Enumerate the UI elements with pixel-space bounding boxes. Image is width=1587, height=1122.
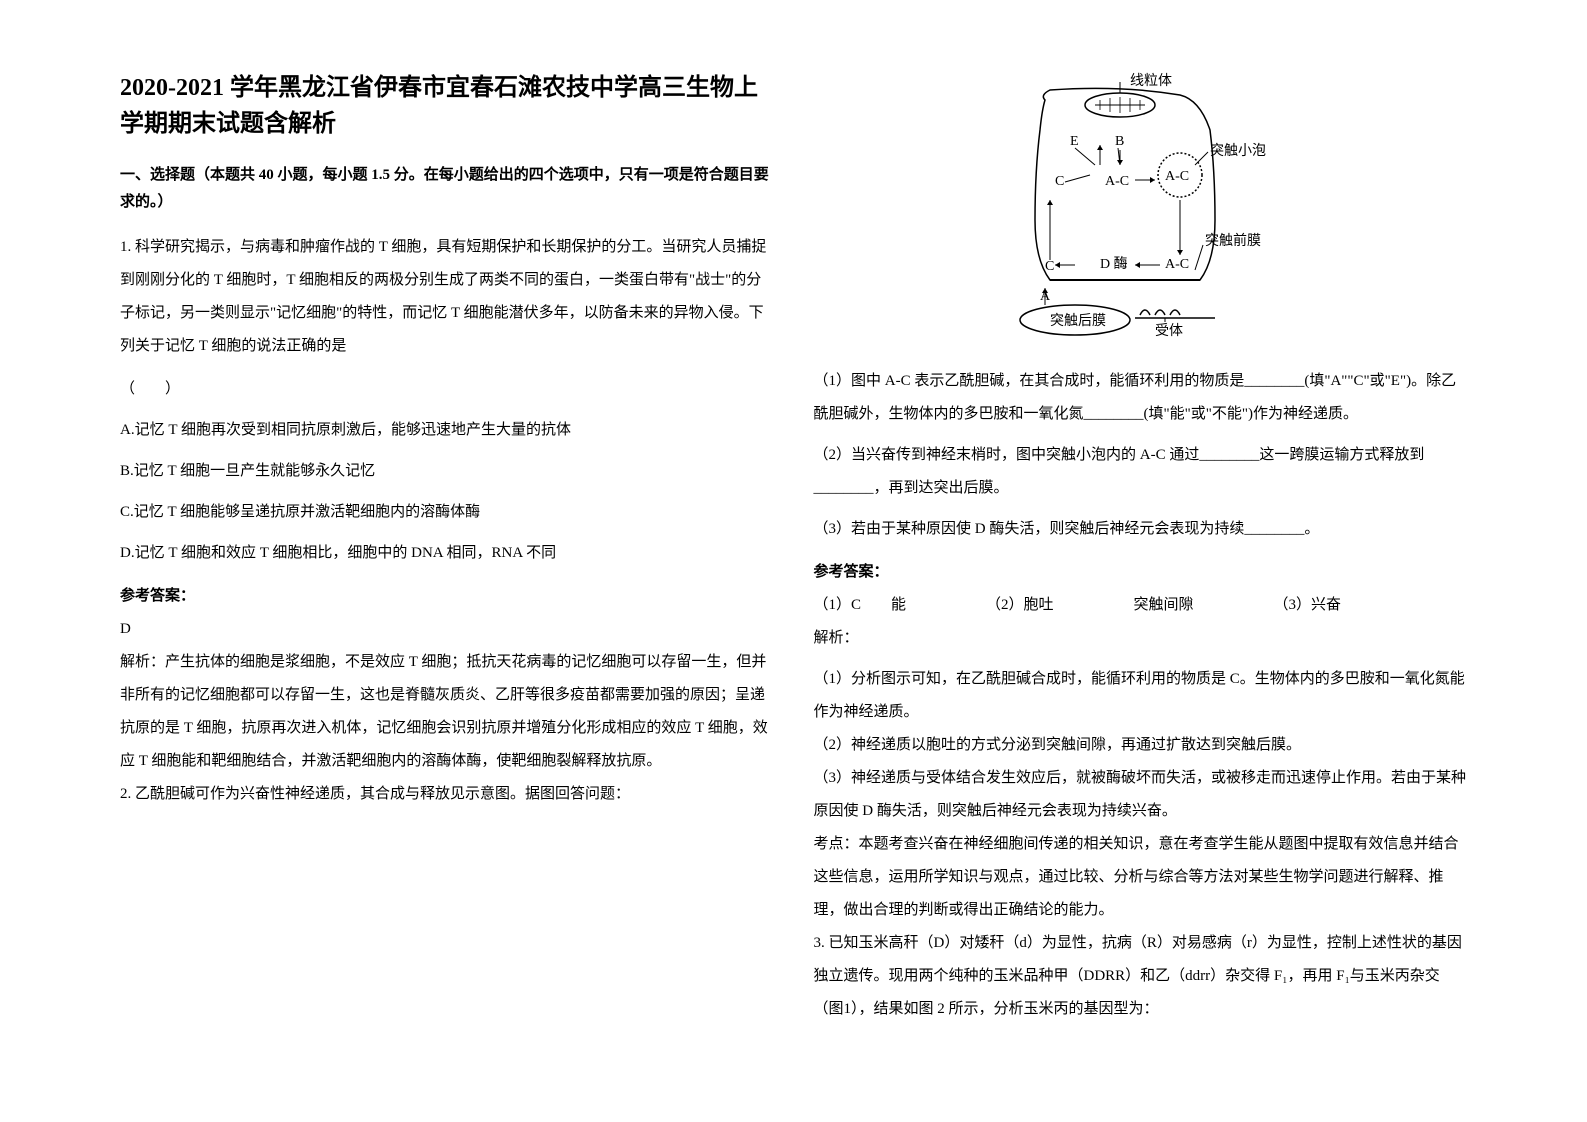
q1-text: 1. 科学研究揭示，与病毒和肿瘤作战的 T 细胞，具有短期保护和长期保护的分工。… [120,231,774,363]
q1-bracket: （ ） [120,373,774,406]
section-header: 一、选择题（本题共 40 小题，每小题 1.5 分。在每小题给出的四个选项中，只… [120,162,774,216]
diagram-label-receptor: 受体 [1155,323,1183,339]
diagram-label-mitochondria: 线粒体 [1130,73,1172,89]
diagram-label-ac3: A-C [1165,257,1189,272]
q1-option-d: D.记忆 T 细胞和效应 T 细胞相比，细胞中的 DNA 相同，RNA 不同 [120,537,774,570]
q2-ans1b: （2）胞吐 [986,589,1054,622]
q1-option-b: B.记忆 T 细胞一旦产生就能够永久记忆 [120,455,774,488]
q1-answer-label: 参考答案： [120,580,774,613]
q1-option-a: A.记忆 T 细胞再次受到相同抗原刺激后，能够迅速地产生大量的抗体 [120,414,774,447]
q2-exp3: （3）神经递质与受体结合发生效应后，就被酶破坏而失活，或被移走而迅速停止作用。若… [814,762,1468,828]
q2-ans1a: （1）C 能 [814,589,907,622]
document-title: 2020-2021 学年黑龙江省伊春市宜春石滩农技中学高三生物上学期期末试题含解… [120,70,774,142]
q2-sub3: （3）若由于某种原因使 D 酶失活，则突触后神经元会表现为持续________。 [814,513,1468,546]
q2-answer-label: 参考答案： [814,556,1468,589]
q3-text: 3. 已知玉米高秆（D）对矮秆（d）为显性，抗病（R）对易感病（r）为显性，控制… [814,927,1468,1026]
diagram-label-e: E [1070,134,1079,149]
diagram-label-enzyme: D 酶 [1100,256,1128,272]
q1-explanation: 解析：产生抗体的细胞是浆细胞，不是效应 T 细胞；抵抗天花病毒的记忆细胞可以存留… [120,646,774,778]
diagram-label-c: C [1055,174,1064,189]
diagram-label-postsynaptic: 突触后膜 [1050,313,1106,329]
diagram-label-ac: A-C [1105,174,1129,189]
diagram-label-presynaptic: 突触前膜 [1205,232,1261,249]
diagram-label-vesicle: 突触小泡 [1210,143,1266,159]
q2-exp-label: 解析： [814,622,1468,655]
diagram-label-b: B [1115,134,1124,149]
q2-exam-point: 考点：本题考查兴奋在神经细胞间传递的相关知识，意在考查学生能从题图中提取有效信息… [814,828,1468,927]
q2-ans1d: （3）兴奋 [1274,589,1342,622]
diagram-label-ac2: A-C [1165,169,1189,184]
q2-exp1: （1）分析图示可知，在乙酰胆碱合成时，能循环利用的物质是 C。生物体内的多巴胺和… [814,663,1468,729]
diagram-label-c2: C [1045,259,1054,274]
q2-sub2: （2）当兴奋传到神经末梢时，图中突触小泡内的 A-C 通过________这一跨… [814,439,1468,505]
synapse-diagram: E B A-C C A-C C [1000,70,1280,350]
q2-exp2: （2）神经递质以胞吐的方式分泌到突触间隙，再通过扩散达到突触后膜。 [814,729,1468,762]
q1-answer: D [120,613,774,646]
q2-text: 2. 乙酰胆碱可作为兴奋性神经递质，其合成与释放见示意图。据图回答问题： [120,778,774,811]
q2-sub1: （1）图中 A-C 表示乙酰胆碱，在其合成时，能循环利用的物质是________… [814,365,1468,431]
q2-ans1c: 突触间隙 [1134,589,1194,622]
q1-option-c: C.记忆 T 细胞能够呈递抗原并激活靶细胞内的溶酶体酶 [120,496,774,529]
q2-answer-row: （1）C 能 （2）胞吐 突触间隙 （3）兴奋 [814,589,1468,622]
